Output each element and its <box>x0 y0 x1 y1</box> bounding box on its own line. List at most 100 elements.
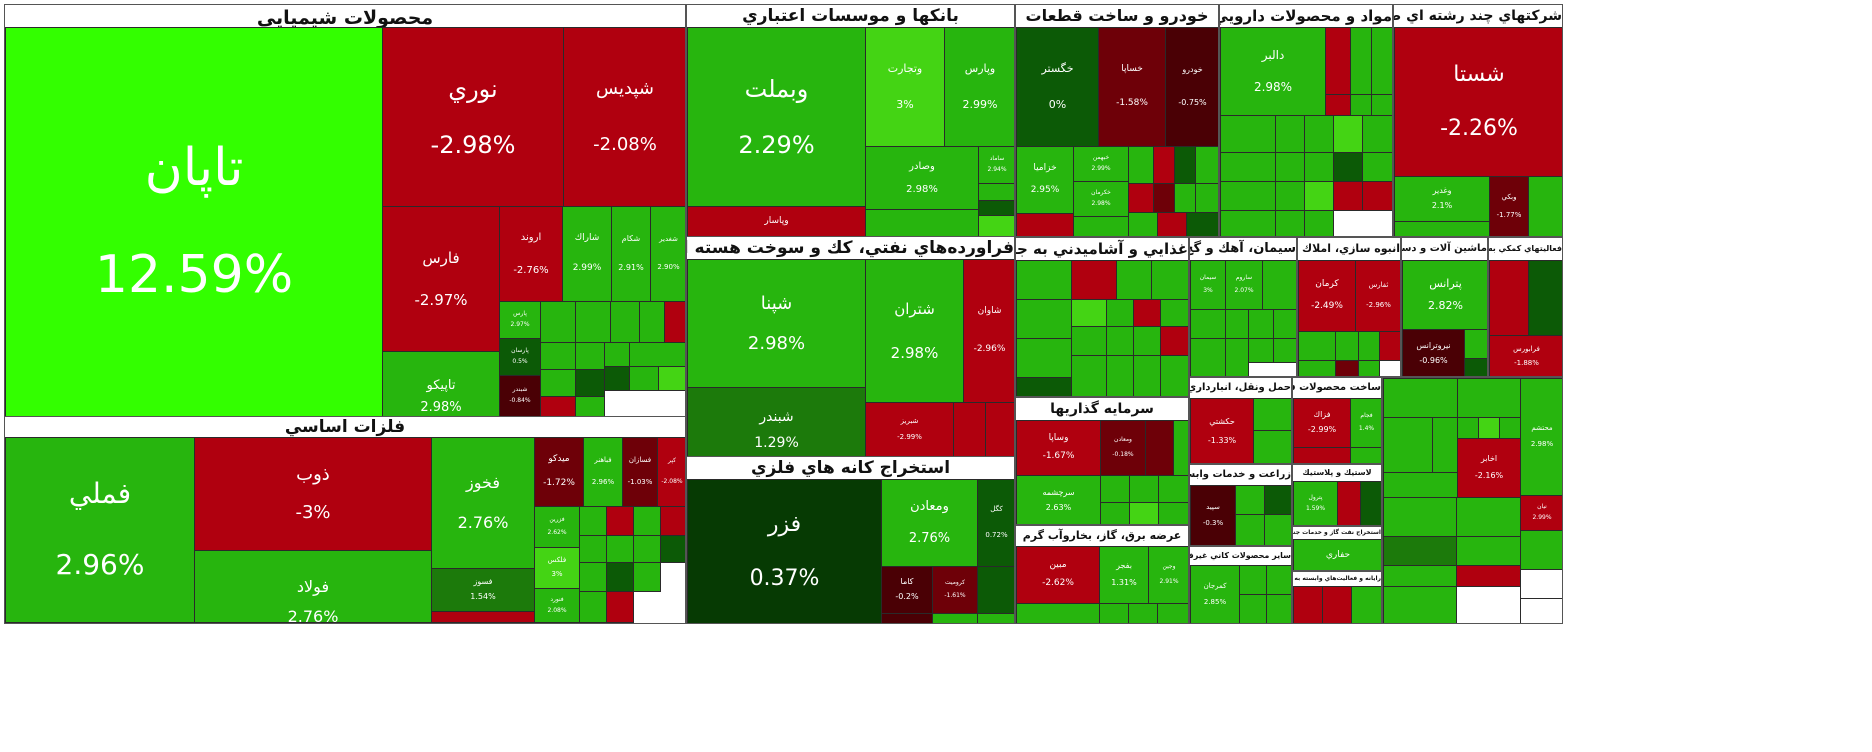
stock-tile-small[interactable] <box>1106 326 1134 356</box>
stock-tile-small[interactable] <box>977 613 1014 623</box>
stock-tile-small[interactable] <box>1073 216 1129 236</box>
stock-tile[interactable]: فزر 0.37% <box>687 479 882 623</box>
stock-tile-small[interactable] <box>1464 329 1487 359</box>
stock-tile-small[interactable] <box>1128 146 1154 184</box>
stock-tile-small[interactable] <box>977 566 1014 614</box>
stock-tile-small[interactable] <box>431 611 535 623</box>
stock-tile-small[interactable] <box>1489 260 1529 336</box>
stock-tile-small[interactable] <box>1298 360 1336 376</box>
stock-tile-small[interactable] <box>1298 331 1336 361</box>
stock-tile-small[interactable] <box>633 562 661 592</box>
stock-tile-small[interactable] <box>1071 355 1107 396</box>
stock-tile-small[interactable] <box>1264 485 1291 515</box>
stock-tile-small[interactable] <box>1275 210 1305 236</box>
stock-tile[interactable]: ساماد 2.94% <box>978 146 1014 184</box>
stock-tile[interactable]: فباهنر 2.96% <box>583 437 623 507</box>
stock-tile-small[interactable] <box>1016 603 1100 623</box>
stock-tile-small[interactable] <box>1220 115 1276 153</box>
stock-tile-small[interactable] <box>540 301 576 343</box>
stock-tile-small[interactable] <box>579 562 607 592</box>
stock-tile-small[interactable] <box>1133 355 1161 396</box>
stock-tile-small[interactable] <box>1383 472 1458 498</box>
stock-tile[interactable]: سپيد -0.3% <box>1190 485 1236 545</box>
stock-tile[interactable]: نوري -2.98% <box>382 27 564 207</box>
stock-tile-small[interactable] <box>1071 260 1117 300</box>
stock-tile-small[interactable] <box>1195 146 1218 184</box>
stock-tile-small[interactable] <box>1225 309 1249 339</box>
stock-tile[interactable]: فلكس 3% <box>534 547 580 589</box>
stock-tile-small[interactable] <box>1350 94 1372 116</box>
stock-tile-small[interactable] <box>1116 260 1152 300</box>
stock-tile[interactable]: وجين 2.91% <box>1148 546 1188 604</box>
stock-tile-small[interactable] <box>1350 447 1381 463</box>
stock-tile-small[interactable] <box>1333 181 1363 211</box>
stock-tile[interactable]: شكام 2.91% <box>611 206 651 302</box>
stock-tile[interactable]: تاپان 12.59% <box>5 27 383 416</box>
stock-tile-small[interactable] <box>1362 181 1392 211</box>
stock-tile-small[interactable] <box>1275 152 1305 182</box>
stock-tile[interactable]: وبكي -1.77% <box>1489 176 1529 236</box>
stock-tile-small[interactable] <box>1158 502 1188 524</box>
stock-tile-small[interactable] <box>575 369 605 397</box>
stock-tile-small[interactable] <box>1173 420 1188 476</box>
stock-tile-small[interactable] <box>1293 447 1351 463</box>
stock-tile[interactable]: فسوز 1.54% <box>431 568 535 612</box>
stock-tile[interactable]: خساپا -1.58% <box>1098 27 1166 147</box>
stock-tile-small[interactable] <box>1160 355 1188 396</box>
stock-tile[interactable]: شپديس -2.08% <box>563 27 685 207</box>
stock-tile-small[interactable] <box>1145 420 1174 476</box>
stock-tile-small[interactable] <box>978 215 1014 236</box>
stock-tile-small[interactable] <box>865 209 979 236</box>
stock-tile-small[interactable] <box>1464 358 1487 376</box>
stock-tile-small[interactable] <box>606 506 634 536</box>
stock-tile-small[interactable] <box>606 591 634 623</box>
stock-tile-small[interactable] <box>660 535 685 563</box>
stock-tile[interactable]: پارسان 0.5% <box>499 338 541 376</box>
stock-tile[interactable]: ذوب -3% <box>194 437 432 551</box>
stock-tile[interactable]: مبين -2.62% <box>1016 546 1100 604</box>
stock-tile[interactable]: فنورد 2.08% <box>534 588 580 623</box>
stock-tile-small[interactable] <box>1235 514 1265 545</box>
stock-tile-small[interactable] <box>1151 260 1188 300</box>
stock-tile-small[interactable] <box>1071 299 1107 327</box>
stock-tile-small[interactable] <box>1351 586 1381 623</box>
stock-tile[interactable]: فجام 1.4% <box>1350 398 1381 448</box>
stock-tile[interactable]: وساپا -1.67% <box>1016 420 1101 476</box>
stock-tile-small[interactable] <box>1499 417 1521 439</box>
stock-tile[interactable]: بفجر 1.31% <box>1099 546 1149 604</box>
stock-tile-small[interactable] <box>1153 146 1175 184</box>
stock-tile-small[interactable] <box>1160 299 1188 327</box>
stock-tile-small[interactable] <box>1220 181 1276 211</box>
stock-tile-small[interactable] <box>1304 210 1334 236</box>
stock-tile-small[interactable] <box>660 506 685 536</box>
stock-tile[interactable]: شغدير 2.90% <box>650 206 685 302</box>
stock-tile[interactable]: كروميت -1.61% <box>932 566 978 614</box>
stock-tile[interactable]: سيمان 3% <box>1190 260 1226 310</box>
stock-tile-small[interactable] <box>1099 603 1129 623</box>
stock-tile-small[interactable] <box>579 535 607 563</box>
stock-tile-small[interactable] <box>1266 565 1291 595</box>
stock-tile-small[interactable] <box>1335 360 1359 376</box>
stock-tile[interactable]: اخابر -2.16% <box>1457 438 1521 498</box>
stock-tile-small[interactable] <box>1322 586 1352 623</box>
stock-tile-small[interactable] <box>1333 115 1363 153</box>
stock-tile[interactable]: وتجارت 3% <box>865 27 945 147</box>
stock-tile[interactable]: كمرجان 2.85% <box>1190 565 1240 623</box>
stock-tile-small[interactable] <box>1520 530 1562 570</box>
stock-tile-small[interactable] <box>1528 176 1562 236</box>
stock-tile-small[interactable] <box>1106 299 1134 327</box>
stock-tile-small[interactable] <box>1383 536 1457 566</box>
stock-tile-small[interactable] <box>1195 183 1218 213</box>
stock-tile-small[interactable] <box>1190 338 1226 376</box>
stock-tile[interactable]: وصادر 2.98% <box>865 146 979 210</box>
stock-tile[interactable]: فزرين 2.62% <box>534 506 580 548</box>
stock-tile[interactable]: نيروترانس -0.96% <box>1402 329 1465 376</box>
stock-tile[interactable]: فسازان -1.03% <box>622 437 658 507</box>
stock-tile-small[interactable] <box>606 562 634 592</box>
stock-tile-small[interactable] <box>579 591 607 623</box>
stock-tile-small[interactable] <box>629 342 685 367</box>
stock-tile-small[interactable] <box>1293 586 1323 623</box>
stock-tile[interactable]: كپر -2.08% <box>657 437 685 507</box>
stock-tile-small[interactable] <box>978 200 1014 216</box>
stock-tile[interactable]: خودرو -0.75% <box>1165 27 1218 147</box>
